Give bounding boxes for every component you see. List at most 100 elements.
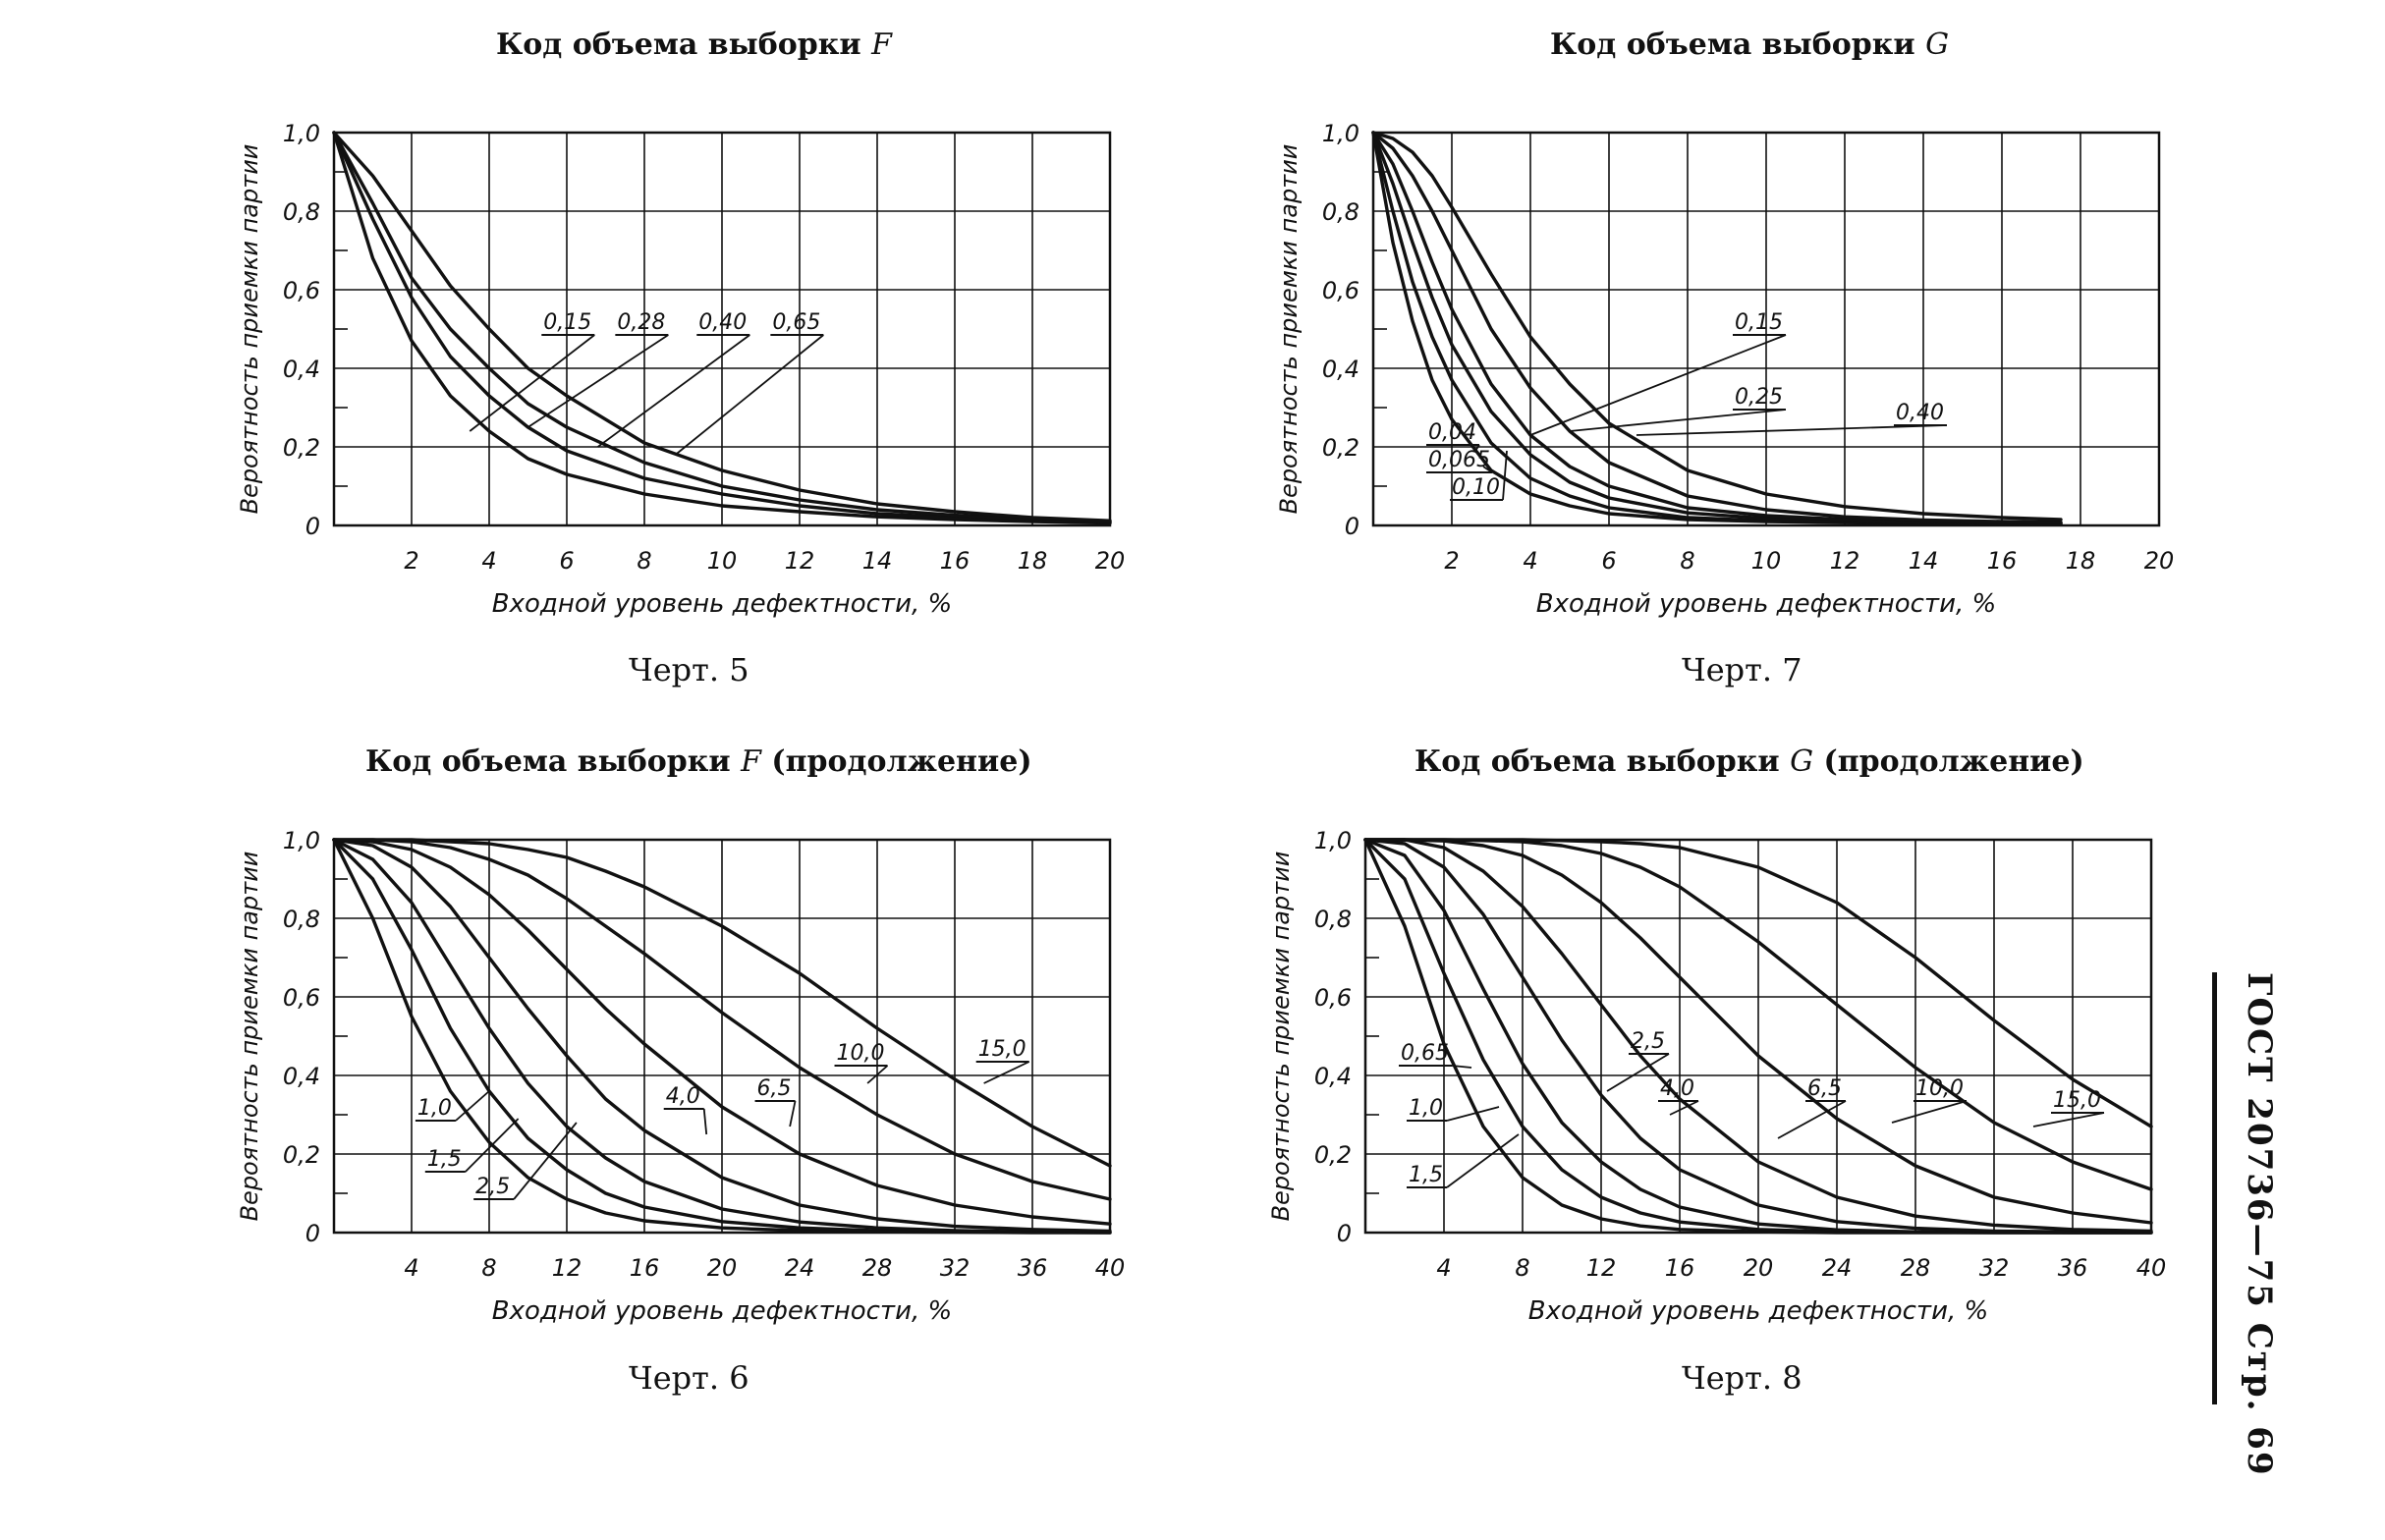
y-tick-label: 0 (1337, 1220, 1352, 1247)
x-tick-label: 36 (1018, 1254, 1048, 1282)
series-leader-line (465, 1118, 520, 1173)
series-label: 2,5 (475, 1175, 510, 1199)
series-annotation: 15,0 (2032, 1088, 2105, 1128)
y-tick-label: 0,4 (1314, 1063, 1352, 1090)
x-tick-label: 40 (2136, 1254, 2167, 1282)
x-axis-label: Входной уровень дефектности, % (1536, 589, 1996, 619)
y-axis-label: Вероятность приемки партии (1267, 852, 1295, 1222)
plot-frame (332, 131, 1112, 527)
series-label: 2,5 (1631, 1029, 1665, 1054)
x-tick-label: 18 (2066, 547, 2096, 575)
x-tick-label: 20 (1095, 547, 1126, 575)
series-curve-2-5 (1363, 838, 2153, 1235)
series-annotation: 2,5 (1606, 1029, 1670, 1092)
series-annotation: 0,28 (527, 310, 669, 428)
series-leader-line (1569, 409, 1787, 432)
y-tick-label: 0 (305, 1220, 320, 1247)
x-tick-label: 18 (1018, 547, 1048, 575)
chart-title-suffix: (продолжение) (1823, 744, 2084, 779)
x-tick-label: 16 (1987, 547, 2018, 575)
series-annotation: 0,25 (1569, 385, 1787, 432)
series-annotation: 1,0 (415, 1090, 490, 1122)
series-annotation: 0,10 (1450, 450, 1508, 501)
side-label-text: ГОСТ 20736—75 Стр. 69 (2240, 972, 2279, 1477)
chart-8: 4 8 12 16 20 24 28 32 36 40 0 0,2 0,4 0,6 0,8 1,0 Входно… (1267, 827, 2167, 1326)
x-tick-label: 8 (1515, 1254, 1529, 1282)
y-tick-label: 1,0 (283, 827, 320, 854)
series-annotation: 1,0 (1407, 1096, 1500, 1122)
figure-caption-7: Черт. 7 (1682, 651, 1803, 688)
series-annotation: 10,0 (834, 1041, 889, 1084)
chart-6: 4 8 12 16 20 24 28 32 36 40 0 0,2 0,4 0,6 0,8 1,0 Входно… (236, 827, 1125, 1326)
x-tick-label: 32 (940, 1254, 971, 1282)
y-tick-label: 0,6 (1314, 984, 1352, 1012)
x-tick-label: 6 (559, 547, 574, 575)
series-annotation: 0,65 (675, 310, 824, 456)
series-label: 1,5 (1409, 1163, 1443, 1187)
y-tick-label: 0,6 (283, 984, 320, 1012)
series-annotation: 6,5 (1777, 1076, 1847, 1139)
chart-title-code: F (741, 744, 761, 779)
series-annotation: 0,15 (469, 310, 595, 432)
series-label: 1,0 (417, 1096, 452, 1121)
series-leader-line (1606, 1053, 1670, 1092)
y-tick-label: 0 (305, 513, 320, 540)
y-axis-label: Вероятность приемки партии (236, 852, 263, 1222)
series-annotation: 0,65 (1399, 1041, 1472, 1069)
y-tick-label: 0,4 (1322, 356, 1359, 383)
series-leader-line (1446, 1106, 1500, 1122)
chart-title-text: Код объема выборки (496, 28, 861, 62)
x-tick-label: 12 (785, 547, 815, 575)
x-tick-label: 24 (1822, 1254, 1853, 1282)
series-curve-6-5 (1363, 838, 2153, 1225)
series-curve-15-0 (332, 838, 1112, 1168)
y-tick-label: 1,0 (1314, 827, 1352, 854)
chart-title-text: Код объема выборки (365, 744, 731, 779)
series-curve-0-15 (1371, 131, 2063, 524)
y-tick-label: 0,6 (283, 277, 320, 304)
chart-title-8: Код объема выборки G (продолжение) (1414, 744, 2084, 779)
chart-5: 2 4 6 8 10 12 14 16 18 20 0 0,2 0,4 0,6 0,8 1,0 Входной … (236, 120, 1125, 619)
side-label: ГОСТ 20736—75 Стр. 69 (2212, 972, 2279, 1477)
chart-title-7: Код объема выборки G (1550, 28, 1949, 62)
series-leader-line (1636, 424, 1948, 436)
series-label: 1,0 (1409, 1096, 1443, 1121)
series-leader-line (1669, 1100, 1699, 1116)
x-tick-label: 12 (552, 1254, 582, 1282)
chart-title-6: Код объема выборки F (продолжение) (365, 744, 1032, 779)
y-tick-label: 0,2 (283, 1141, 320, 1169)
series-annotation: 2,5 (473, 1122, 578, 1200)
y-tick-label: 0,4 (283, 1063, 320, 1090)
plot-frame (1371, 131, 2161, 527)
series-annotation: 0,40 (1636, 401, 1948, 436)
x-tick-label: 12 (1830, 547, 1860, 575)
x-tick-label: 16 (940, 547, 971, 575)
x-tick-label: 6 (1601, 547, 1616, 575)
series-annotation: 4,0 (1658, 1076, 1699, 1116)
series-curve-15-0 (1363, 838, 2153, 1128)
x-axis-label: Входной уровень дефектности, % (1528, 1296, 1988, 1326)
series-leader-line (455, 1090, 490, 1122)
x-tick-label: 36 (2058, 1254, 2088, 1282)
series-curve-4-0 (1363, 838, 2153, 1234)
figure-caption-5: Черт. 5 (629, 651, 749, 688)
series-curve-10-0 (332, 838, 1112, 1201)
series-curve-1-5 (332, 838, 1112, 1235)
series-label: 0,28 (617, 310, 665, 335)
x-tick-label: 16 (630, 1254, 660, 1282)
y-tick-label: 0,8 (1314, 906, 1352, 933)
series-curve-2-5 (332, 838, 1112, 1235)
chart-title-text: Код объема выборки (1550, 28, 1915, 62)
series-annotation: 0,40 (597, 310, 750, 448)
series-label: 0,40 (1896, 401, 1944, 425)
series-leader-line (1451, 1065, 1472, 1069)
series-curve-0-40 (332, 131, 1112, 523)
series-curve-4-0 (332, 838, 1112, 1234)
y-tick-label: 1,0 (1322, 120, 1359, 147)
x-tick-label: 8 (1680, 547, 1694, 575)
series-label: 0,25 (1735, 385, 1783, 410)
y-axis-label: Вероятность приемки партии (1275, 144, 1303, 515)
series-leader-line (527, 334, 669, 428)
series-leader-line (469, 334, 595, 432)
series-annotation: 15,0 (975, 1037, 1030, 1084)
